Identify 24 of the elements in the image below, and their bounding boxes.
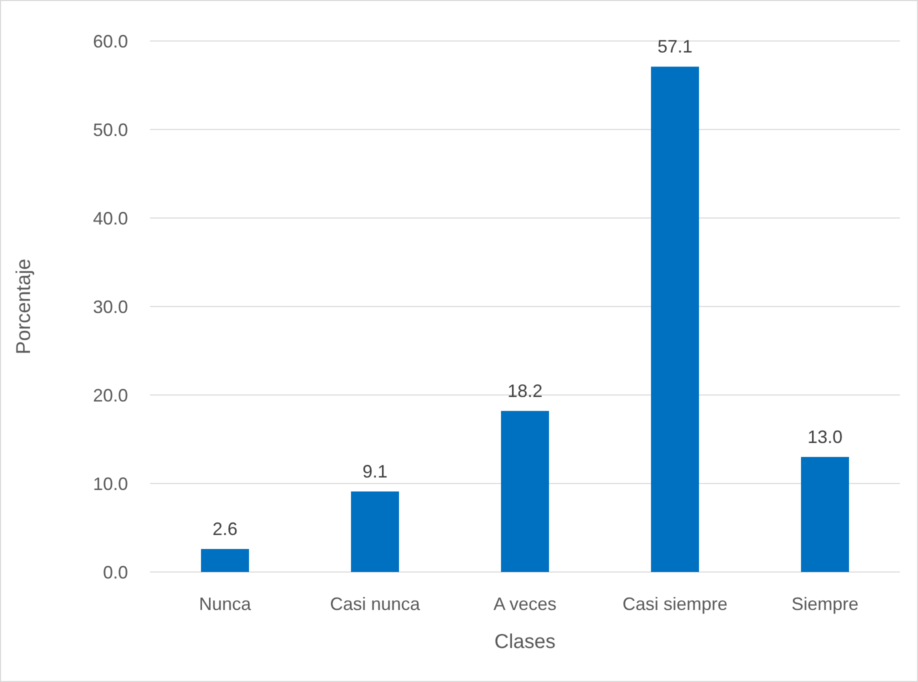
- x-tick-label: Siempre: [791, 594, 859, 614]
- data-label: 13.0: [807, 426, 843, 447]
- x-tick-label: Casi nunca: [330, 594, 422, 614]
- data-label: 2.6: [212, 518, 238, 539]
- bar: [351, 491, 399, 572]
- y-tick-label: 10.0: [92, 474, 128, 494]
- y-tick-label: 30.0: [92, 296, 128, 317]
- data-label: 57.1: [657, 36, 693, 57]
- y-tick-label: 40.0: [92, 208, 128, 228]
- y-tick-label: 50.0: [92, 120, 128, 140]
- x-tick-label: A veces: [493, 594, 557, 614]
- x-tick-label: Casi siempre: [622, 594, 728, 614]
- bar: [201, 548, 249, 572]
- bar: [501, 410, 549, 572]
- bar: [651, 66, 699, 572]
- y-tick-label: 20.0: [92, 385, 128, 406]
- y-axis-title: Porcentaje: [13, 258, 35, 354]
- data-label: 9.1: [362, 461, 388, 482]
- x-axis-title: Clases: [494, 631, 556, 653]
- y-tick-label: 0.0: [102, 562, 128, 582]
- data-label: 18.2: [507, 380, 543, 401]
- y-tick-label: 60.0: [92, 31, 128, 52]
- x-tick-label: Nunca: [198, 594, 252, 614]
- bar: [801, 456, 849, 572]
